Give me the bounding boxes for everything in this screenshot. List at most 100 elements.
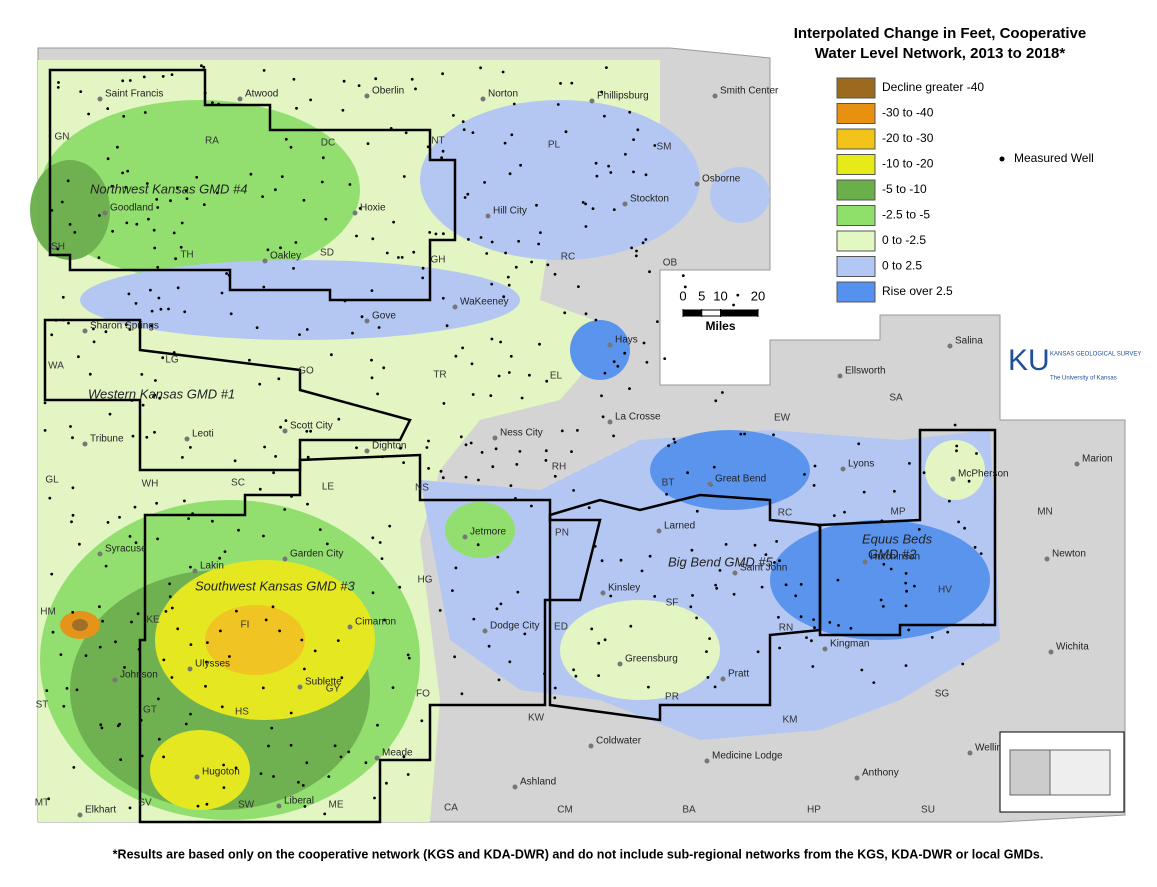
well: [499, 602, 503, 606]
well: [724, 543, 728, 546]
well: [581, 201, 585, 204]
city-label: Gove: [372, 311, 396, 322]
well: [380, 557, 384, 560]
city-label: Hoxie: [360, 203, 386, 214]
well: [509, 354, 513, 358]
well: [644, 173, 648, 177]
legend-label: Rise over 2.5: [882, 284, 953, 298]
city-marker: [950, 476, 956, 482]
well: [530, 504, 533, 508]
well: [169, 199, 172, 203]
well: [777, 615, 780, 619]
well: [708, 637, 711, 640]
well: [219, 629, 222, 633]
well: [134, 302, 138, 305]
gmd-2-boundary: [818, 428, 997, 637]
well: [442, 232, 445, 236]
city-marker: [967, 750, 973, 756]
well: [302, 198, 306, 202]
well: [121, 171, 124, 175]
well: [142, 75, 146, 79]
well: [812, 618, 815, 621]
well: [327, 775, 331, 778]
well: [641, 241, 645, 245]
well: [123, 666, 126, 669]
well: [258, 382, 262, 386]
well: [512, 102, 516, 106]
well: [360, 315, 364, 319]
wells: [43, 64, 985, 816]
well: [340, 676, 344, 680]
county-label: BT: [662, 478, 675, 489]
well: [454, 566, 458, 570]
well: [963, 526, 966, 530]
city-marker: [485, 213, 491, 219]
well: [234, 766, 238, 770]
well: [494, 447, 498, 451]
well: [689, 605, 693, 609]
well: [642, 341, 646, 345]
well: [87, 112, 90, 116]
well: [459, 435, 463, 439]
city-marker: [282, 428, 288, 434]
well: [981, 623, 985, 627]
well: [154, 379, 157, 382]
city-label: McPherson: [958, 469, 1009, 480]
well: [104, 564, 108, 568]
county-label: SF: [666, 598, 679, 609]
well: [320, 180, 324, 184]
well: [295, 106, 298, 110]
well: [607, 164, 610, 168]
well: [318, 528, 322, 531]
county-label: PL: [548, 140, 561, 151]
city-label: Hays: [615, 335, 638, 346]
well: [187, 517, 191, 520]
well: [445, 324, 449, 328]
city-label: Tribune: [90, 434, 124, 445]
well: [279, 246, 282, 250]
well: [156, 206, 160, 209]
well: [441, 476, 445, 480]
city-marker: [462, 534, 468, 540]
well: [62, 704, 66, 708]
well: [162, 755, 166, 759]
well: [66, 179, 70, 183]
city-label: Ness City: [500, 428, 543, 439]
city-label: Meade: [382, 748, 413, 759]
well: [202, 203, 206, 207]
well: [155, 501, 159, 505]
city-label: Medicine Lodge: [712, 751, 783, 762]
well: [813, 626, 816, 630]
well: [128, 535, 132, 538]
well: [297, 780, 300, 784]
well: [377, 326, 381, 329]
well: [217, 102, 221, 106]
legend-swatch: [836, 230, 876, 252]
well: [264, 618, 268, 622]
scale-segment: [683, 310, 702, 316]
well: [404, 131, 408, 135]
well: [333, 744, 337, 748]
well: [828, 621, 832, 624]
well: [721, 391, 724, 394]
well: [600, 394, 603, 398]
well: [303, 805, 307, 808]
city-label: WaKeeney: [460, 297, 509, 308]
well: [98, 645, 102, 649]
well: [139, 718, 143, 722]
well: [930, 636, 934, 639]
well: [355, 446, 358, 450]
county-label: MN: [1037, 507, 1053, 518]
well: [156, 537, 160, 541]
county-label: EL: [550, 371, 563, 382]
scale-segment: [720, 310, 758, 316]
well: [180, 221, 184, 225]
well: [743, 432, 746, 436]
county-label: ME: [329, 800, 344, 811]
scale-label: 10: [713, 288, 727, 303]
city-marker: [822, 646, 828, 652]
surface-rise: [420, 100, 700, 260]
well: [904, 664, 908, 667]
well: [812, 484, 816, 487]
county-label: ST: [36, 700, 49, 711]
